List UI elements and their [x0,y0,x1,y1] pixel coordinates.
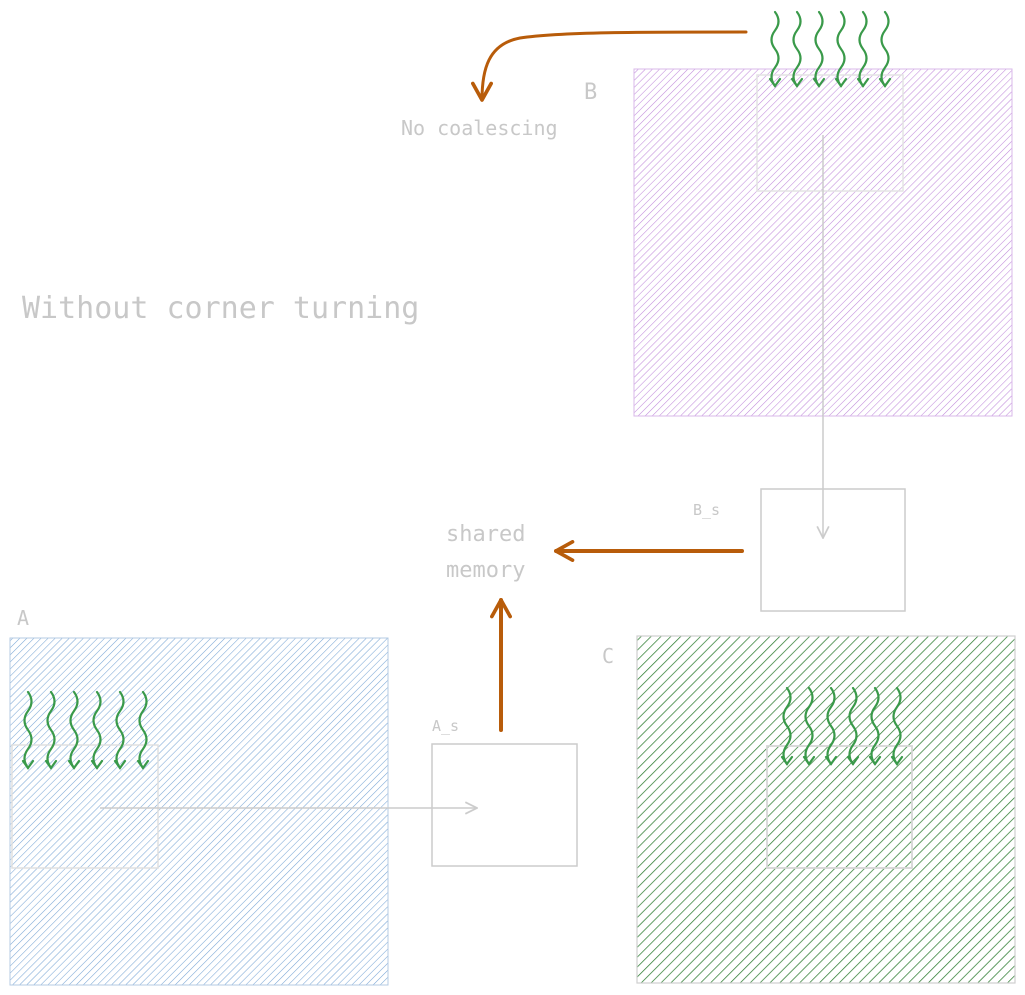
thread-arrowhead [878,77,892,88]
thread-arrowhead [768,77,782,88]
shared-memory-label-line2: memory [446,558,525,583]
thread-squiggle [782,686,792,766]
thread-squiggle [92,690,102,770]
shared-memory-label-line1: shared [446,522,525,547]
thread-squiggle [138,690,148,770]
matrix-c [636,635,1016,984]
matrix-b-tile [756,74,904,192]
thread-arrowhead [21,759,35,770]
thread-arrowhead [136,759,150,770]
thread-squiggle [870,686,880,766]
thread-squiggle [848,686,858,766]
thread-squiggle [880,10,890,88]
thread-squiggle [46,690,56,770]
thread-arrowhead [868,755,882,766]
thread-squiggle [858,10,868,88]
thread-arrowhead [780,755,794,766]
thread-arrowhead [812,77,826,88]
no-coalescing-label: No coalescing [401,116,558,140]
thread-arrowhead [856,77,870,88]
diagram-title: Without corner turning [22,291,419,326]
thread-arrowhead [44,759,58,770]
thread-squiggle [770,10,780,88]
thread-squiggle [115,690,125,770]
matrix-a-tile [11,744,159,869]
thread-squiggle [836,10,846,88]
thread-arrowhead [802,755,816,766]
thread-squiggle [826,686,836,766]
matrix-c-tile [766,745,913,869]
matrix-a-label: A [17,606,29,630]
thread-squiggle [814,10,824,88]
arrow-icon [471,30,748,102]
wavy-threads-icon [768,10,892,88]
thread-squiggle [804,686,814,766]
thread-squiggle [892,686,902,766]
wavy-threads-icon [21,690,150,770]
matrix-c-label: C [602,644,614,668]
matrix-b-label: B [584,80,597,105]
tile-b-s-label: B_s [693,501,720,519]
thread-squiggle [69,690,79,770]
thread-arrowhead [90,759,104,770]
thread-arrowhead [846,755,860,766]
thread-arrowhead [824,755,838,766]
matrix-a [9,637,389,986]
tile-a-s-label: A_s [432,717,459,735]
tile-b-s [760,488,906,612]
thread-arrowhead [113,759,127,770]
thread-arrowhead [790,77,804,88]
wavy-threads-icon [780,686,904,766]
thread-arrowhead [890,755,904,766]
tile-a-s [431,743,578,867]
thread-squiggle [23,690,33,770]
thread-squiggle [792,10,802,88]
thread-arrowhead [67,759,81,770]
thread-arrowhead [834,77,848,88]
